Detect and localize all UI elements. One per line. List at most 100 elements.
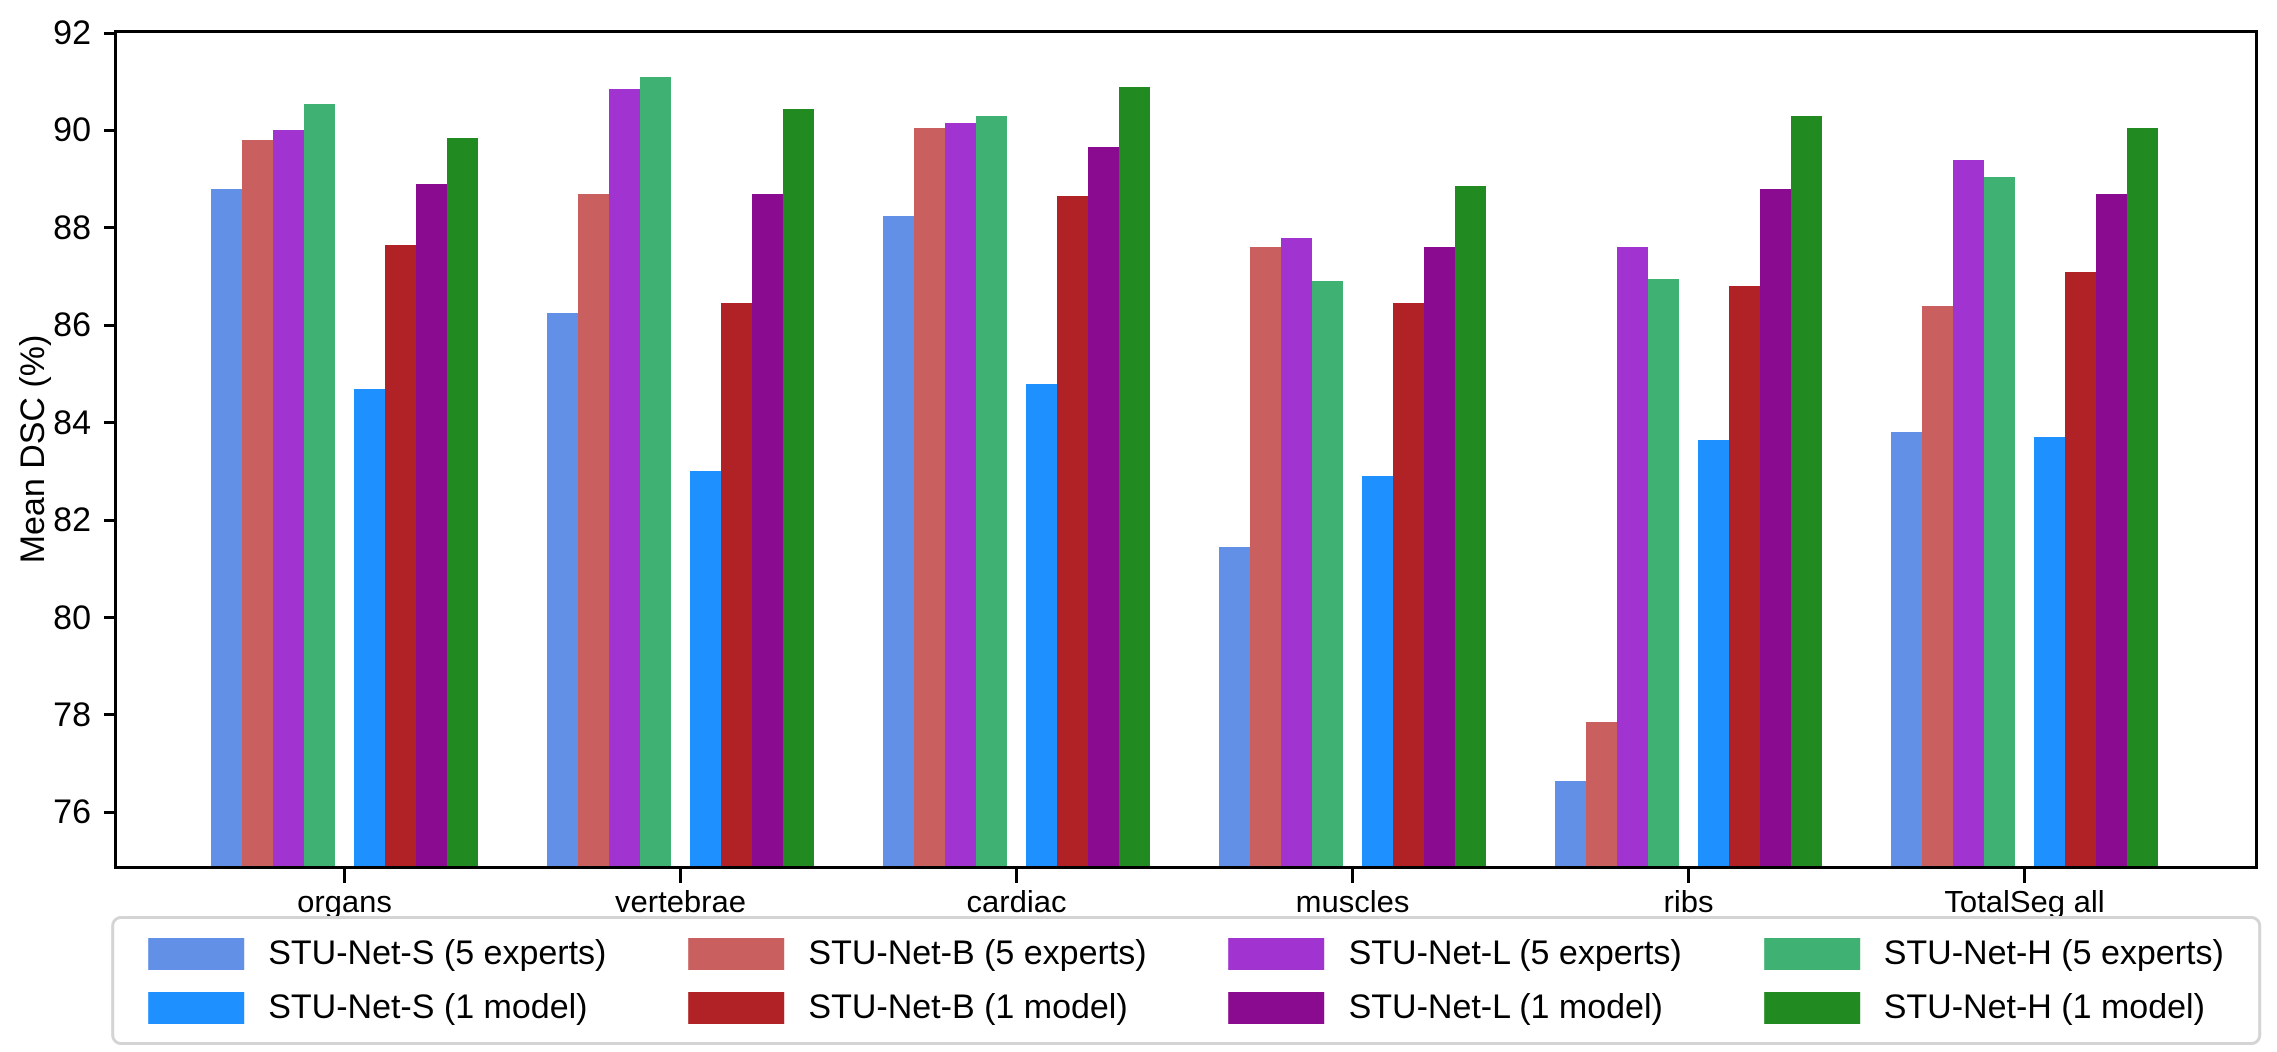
bar-stu-net-h-1-model-muscles xyxy=(1455,186,1486,866)
y-tick-mark xyxy=(104,323,117,327)
bar-stu-net-s-5-experts-organs xyxy=(211,188,242,866)
bar-stu-net-l-1-model-cardiac xyxy=(1088,147,1119,866)
legend-label: STU-Net-B (1 model) xyxy=(808,988,1128,1026)
bar-stu-net-h-5-experts-totalseg-all xyxy=(1984,176,2015,866)
bar-stu-net-h-1-model-totalseg-all xyxy=(2127,128,2158,866)
bar-stu-net-l-5-experts-ribs xyxy=(1617,247,1648,866)
bar-stu-net-l-5-experts-cardiac xyxy=(945,123,976,866)
bar-stu-net-b-1-model-ribs xyxy=(1729,286,1760,866)
y-tick-mark xyxy=(104,421,117,425)
bar-stu-net-l-1-model-muscles xyxy=(1424,247,1455,866)
legend-item-stu-net-l-5-experts: STU-Net-L (5 experts) xyxy=(1228,934,1682,973)
bar-stu-net-b-1-model-totalseg-all xyxy=(2065,271,2096,866)
y-tick-mark xyxy=(104,128,117,132)
bar-stu-net-l-5-experts-totalseg-all xyxy=(1953,159,1984,866)
legend-item-stu-net-b-1-model: STU-Net-B (1 model) xyxy=(688,988,1146,1027)
legend-item-stu-net-s-5-experts: STU-Net-S (5 experts) xyxy=(148,934,606,973)
bar-stu-net-h-1-model-ribs xyxy=(1791,115,1822,866)
bar-stu-net-s-5-experts-cardiac xyxy=(883,215,914,866)
legend-label: STU-Net-S (1 model) xyxy=(268,988,588,1026)
y-tick-label: 92 xyxy=(53,14,91,52)
x-tick-label-cardiac: cardiac xyxy=(966,884,1067,919)
bar-stu-net-l-1-model-vertebrae xyxy=(752,193,783,866)
legend-item-stu-net-h-1-model: STU-Net-H (1 model) xyxy=(1763,988,2224,1027)
y-tick-mark xyxy=(104,616,117,620)
bar-stu-net-b-5-experts-cardiac xyxy=(914,128,945,866)
x-tick-mark xyxy=(679,869,682,883)
x-tick-label-muscles: muscles xyxy=(1295,884,1410,919)
legend-item-stu-net-s-1-model: STU-Net-S (1 model) xyxy=(148,988,606,1027)
y-tick-label: 86 xyxy=(53,306,91,345)
x-tick-mark xyxy=(1015,869,1018,883)
y-tick-label: 90 xyxy=(53,111,91,150)
legend-swatch xyxy=(1228,937,1325,970)
y-tick-mark xyxy=(104,713,117,717)
legend-swatch xyxy=(688,991,785,1024)
bar-stu-net-s-1-model-vertebrae xyxy=(690,471,721,866)
bar-stu-net-s-1-model-ribs xyxy=(1698,439,1729,866)
bar-stu-net-h-5-experts-organs xyxy=(304,103,335,866)
legend-swatch xyxy=(1763,937,1860,970)
bar-group-cardiac xyxy=(883,33,1150,866)
x-tick-mark xyxy=(1351,869,1354,883)
legend-swatch xyxy=(1763,991,1860,1024)
bar-stu-net-b-1-model-muscles xyxy=(1393,303,1424,866)
bar-stu-net-h-5-experts-ribs xyxy=(1648,279,1679,866)
x-tick-mark xyxy=(1687,869,1690,883)
x-tick-label-organs: organs xyxy=(297,884,392,919)
bar-group-organs xyxy=(211,33,478,866)
bar-stu-net-s-1-model-cardiac xyxy=(1026,383,1057,866)
legend-label: STU-Net-B (5 experts) xyxy=(808,934,1147,972)
y-tick-label: 78 xyxy=(53,695,91,734)
bar-stu-net-h-5-experts-muscles xyxy=(1312,281,1343,866)
y-tick-label: 82 xyxy=(53,501,91,540)
y-tick-mark xyxy=(104,31,117,35)
bar-stu-net-b-5-experts-organs xyxy=(242,140,273,866)
legend-swatch xyxy=(148,937,245,970)
bar-group-muscles xyxy=(1219,33,1486,866)
y-tick-mark xyxy=(104,226,117,230)
legend-grid: STU-Net-S (5 experts) STU-Net-B (5 expert… xyxy=(148,934,2224,1027)
bar-stu-net-b-1-model-organs xyxy=(385,244,416,866)
bar-stu-net-s-1-model-muscles xyxy=(1362,476,1393,866)
legend-label: STU-Net-L (5 experts) xyxy=(1348,934,1682,972)
bar-stu-net-h-1-model-cardiac xyxy=(1119,86,1150,866)
x-tick-mark xyxy=(343,869,346,883)
bar-stu-net-l-5-experts-organs xyxy=(273,130,304,866)
legend-label: STU-Net-L (1 model) xyxy=(1348,988,1663,1026)
y-tick-label: 84 xyxy=(53,403,91,442)
y-tick-label: 80 xyxy=(53,598,91,637)
bar-stu-net-l-5-experts-muscles xyxy=(1281,237,1312,866)
legend-item-stu-net-b-5-experts: STU-Net-B (5 experts) xyxy=(688,934,1147,973)
legend-swatch xyxy=(688,937,785,970)
bar-stu-net-l-5-experts-vertebrae xyxy=(609,89,640,866)
bar-stu-net-s-5-experts-totalseg-all xyxy=(1891,432,1922,866)
y-tick-mark xyxy=(104,518,117,522)
bar-group-vertebrae xyxy=(547,33,814,866)
bar-stu-net-h-1-model-organs xyxy=(447,137,478,866)
x-tick-label-totalseg-all: TotalSeg all xyxy=(1944,884,2105,919)
bar-stu-net-s-1-model-organs xyxy=(354,388,385,866)
bar-stu-net-s-5-experts-vertebrae xyxy=(547,313,578,866)
bar-stu-net-b-5-experts-vertebrae xyxy=(578,193,609,866)
y-tick-label: 76 xyxy=(53,793,91,832)
x-tick-mark xyxy=(2023,869,2026,883)
plot-area: 76 78 80 82 84 86 88 90 92 organs vertebrae cardia… xyxy=(53,14,2258,919)
bar-stu-net-l-1-model-totalseg-all xyxy=(2096,193,2127,866)
legend-swatch xyxy=(1228,991,1325,1024)
bar-stu-net-b-1-model-vertebrae xyxy=(721,303,752,866)
bar-stu-net-s-1-model-totalseg-all xyxy=(2034,437,2065,866)
bar-stu-net-h-5-experts-cardiac xyxy=(976,115,1007,866)
bar-stu-net-s-5-experts-ribs xyxy=(1555,780,1586,866)
bar-group-totalseg-all xyxy=(1891,33,2158,866)
bar-stu-net-s-5-experts-muscles xyxy=(1219,546,1250,866)
legend-item-stu-net-h-5-experts: STU-Net-H (5 experts) xyxy=(1763,934,2224,973)
x-tick-label-ribs: ribs xyxy=(1663,884,1714,919)
x-tick-label-vertebrae: vertebrae xyxy=(615,884,746,919)
bar-stu-net-b-1-model-cardiac xyxy=(1057,196,1088,866)
bar-stu-net-l-1-model-organs xyxy=(416,184,447,866)
legend-label: STU-Net-H (1 model) xyxy=(1883,988,2205,1026)
bar-stu-net-b-5-experts-ribs xyxy=(1586,722,1617,866)
bar-stu-net-h-5-experts-vertebrae xyxy=(640,76,671,866)
